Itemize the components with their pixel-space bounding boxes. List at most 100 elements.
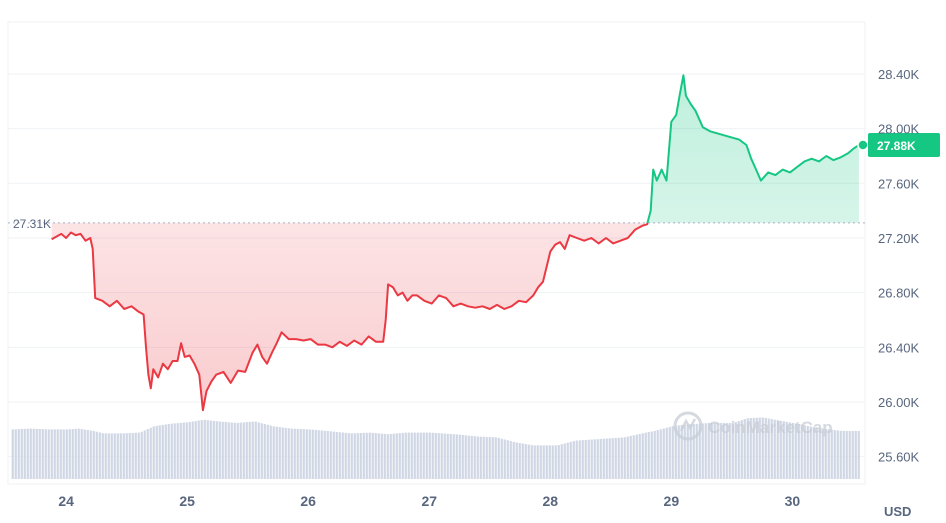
volume-bar (101, 433, 104, 479)
volume-bar (167, 424, 170, 479)
volume-bar (554, 445, 557, 479)
volume-bar (410, 432, 413, 479)
plot-frame (7, 21, 866, 485)
volume-bar (650, 431, 653, 479)
volume-bar (344, 432, 347, 479)
volume-bar (623, 437, 626, 479)
volume-bar (371, 432, 374, 479)
volume-bar (644, 432, 647, 479)
volume-bar (104, 433, 107, 479)
volume-bar (734, 422, 737, 479)
volume-bar (242, 422, 245, 479)
volume-bar (341, 432, 344, 479)
volume-bar (719, 423, 722, 479)
current-price-dot[interactable] (857, 139, 869, 151)
volume-bar (26, 428, 29, 479)
volume-bar (800, 424, 803, 479)
volume-bar (545, 445, 548, 479)
volume-bar (830, 429, 833, 479)
x-tick-label: 28 (542, 493, 558, 509)
volume-bar (50, 429, 53, 479)
volume-bar (359, 433, 362, 479)
volume-bar (503, 439, 506, 479)
volume-bar (494, 437, 497, 479)
volume-bar (785, 421, 788, 479)
volume-bar (698, 423, 701, 479)
volume-bar (437, 433, 440, 479)
volume-bar (299, 429, 302, 479)
volume-bar (506, 440, 509, 479)
volume-bar (17, 429, 20, 479)
volume-bar (329, 431, 332, 479)
volume-bar (704, 423, 707, 479)
volume-bar (440, 433, 443, 479)
x-tick-label: 26 (300, 493, 316, 509)
volume-bar (497, 437, 500, 479)
volume-bar (89, 430, 92, 479)
volume-bar (488, 437, 491, 479)
volume-bar (29, 428, 32, 479)
volume-bar (578, 440, 581, 479)
price-fill-up (51, 75, 859, 223)
volume-bar (263, 424, 266, 479)
volume-bar (353, 433, 356, 479)
volume-bar (446, 433, 449, 479)
volume-bar (362, 432, 365, 479)
volume-bar (518, 443, 521, 479)
volume-bar (332, 431, 335, 479)
volume-bar (365, 432, 368, 479)
volume-bar (368, 432, 371, 479)
y-tick-label: 28.00K (878, 122, 920, 137)
volume-bar (809, 426, 812, 479)
volume-bar (569, 441, 572, 479)
volume-bar (764, 417, 767, 479)
volume-bar (23, 428, 26, 479)
y-tick-label: 26.40K (878, 340, 920, 355)
volume-bar (92, 430, 95, 479)
volume-bar (593, 439, 596, 479)
volume-bar (206, 420, 209, 479)
volume-bar (755, 417, 758, 479)
volume-bar (323, 430, 326, 479)
volume-bar (722, 423, 725, 479)
volume-bar (248, 421, 251, 479)
volume-bar (746, 418, 749, 479)
volume-bar (632, 435, 635, 479)
y-tick-label: 25.60K (878, 450, 920, 465)
volume-bar (86, 429, 89, 479)
volume-bar (35, 428, 38, 479)
volume-bar (143, 430, 146, 479)
y-tick-label: 27.60K (878, 176, 920, 191)
volume-bar (164, 424, 167, 479)
volume-bar (848, 431, 851, 479)
volume-bar (611, 438, 614, 479)
volume-bar (500, 438, 503, 479)
volume-bar (842, 431, 845, 479)
volume-bar (584, 439, 587, 479)
volume-bar (20, 429, 23, 479)
volume-bar (758, 417, 761, 479)
volume-bar (599, 438, 602, 479)
volume-bar (674, 425, 677, 479)
volume-bar (134, 432, 137, 479)
volume-bar (827, 429, 830, 479)
volume-bar (479, 436, 482, 479)
volume-bar (716, 423, 719, 479)
volume-bar (794, 423, 797, 479)
volume-bar (542, 445, 545, 479)
volume-bar (44, 429, 47, 479)
volume-bar (41, 429, 44, 479)
volume-bar (575, 440, 578, 479)
volume-bar (833, 430, 836, 479)
volume-bar (530, 445, 533, 479)
volume-bar (608, 438, 611, 479)
x-tick-label: 27 (421, 493, 437, 509)
volume-bar (425, 432, 428, 479)
volume-bar (539, 445, 542, 479)
volume-bar (461, 435, 464, 479)
volume-bar (80, 429, 83, 479)
volume-bar (806, 425, 809, 479)
volume-bars (11, 417, 860, 479)
volume-bar (170, 423, 173, 479)
